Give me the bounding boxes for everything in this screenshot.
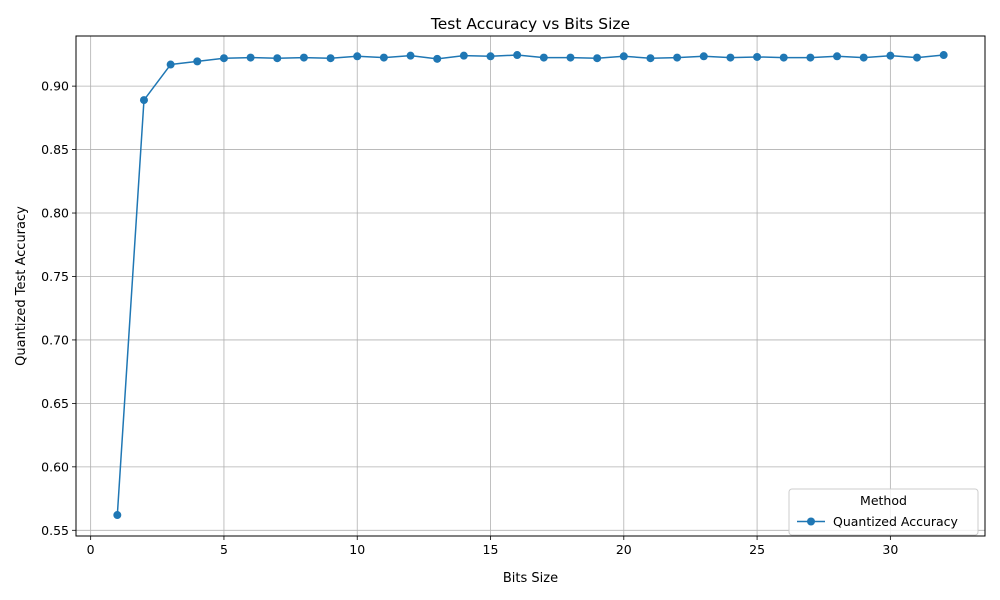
x-tick-label: 10 [349,542,365,557]
data-point [486,52,495,61]
data-point [566,53,575,62]
data-point [139,96,148,105]
data-point [779,53,788,62]
data-point [699,52,708,61]
data-point [753,52,762,61]
legend-title: Method [860,493,907,508]
data-point [193,57,202,66]
legend: Method Quantized Accuracy [788,488,979,536]
data-point [939,51,948,60]
y-tick-label: 0.60 [41,459,69,474]
data-point [326,54,335,63]
data-point [646,54,655,63]
data-point [459,51,468,60]
y-tick-label: 0.65 [41,396,69,411]
x-tick-label: 20 [616,542,632,557]
x-tick-label: 15 [483,542,499,557]
data-point [513,51,522,60]
axes-frame [75,35,986,537]
legend-box [788,488,979,536]
data-point [246,53,255,62]
data-point [833,52,842,61]
data-point [299,53,308,62]
y-tick-label: 0.80 [41,206,69,221]
x-tick-label: 5 [220,542,228,557]
x-tick-label: 25 [749,542,765,557]
x-tick-label: 30 [882,542,898,557]
y-tick-label: 0.70 [41,332,69,347]
data-point [219,54,228,63]
legend-marker-swatch [807,517,815,526]
series-line [116,54,944,516]
data-point [406,51,415,60]
y-ticks: 0.55 0.60 0.65 0.70 0.75 0.80 0.85 0.90 [41,79,76,538]
y-tick-label: 0.55 [41,523,69,538]
data-point [379,53,388,62]
data-point [593,54,602,63]
chart-title: Test Accuracy vs Bits Size [430,15,630,33]
data-point [353,52,362,61]
y-tick-label: 0.75 [41,269,69,284]
data-point [113,511,122,520]
series-layer [113,51,948,520]
data-point [619,52,628,61]
data-point [913,53,922,62]
data-point [273,54,282,63]
data-point [433,54,442,63]
data-point [673,53,682,62]
data-point [726,53,735,62]
x-tick-label: 0 [87,542,95,557]
data-point [886,51,895,60]
y-tick-label: 0.90 [41,79,69,94]
data-point [166,60,175,69]
data-point [806,53,815,62]
y-tick-label: 0.85 [41,142,69,157]
data-point [539,53,548,62]
x-ticks: 0 5 10 15 20 25 30 [87,536,898,557]
y-axis-label: Quantized Test Accuracy [14,206,29,366]
legend-entry-label: Quantized Accuracy [833,514,959,529]
x-axis-label: Bits Size [503,571,558,586]
grid-lines [76,36,985,536]
data-point [859,53,868,62]
